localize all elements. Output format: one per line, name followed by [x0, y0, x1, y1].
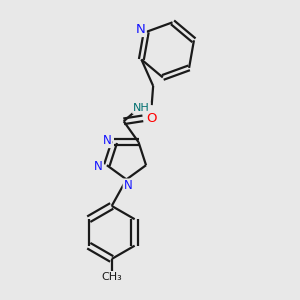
Text: N: N	[136, 23, 146, 36]
Text: NH: NH	[133, 103, 150, 113]
Text: O: O	[146, 112, 156, 125]
Text: N: N	[94, 160, 103, 173]
Text: N: N	[124, 179, 132, 192]
Text: CH₃: CH₃	[101, 272, 122, 282]
Text: N: N	[103, 134, 111, 147]
